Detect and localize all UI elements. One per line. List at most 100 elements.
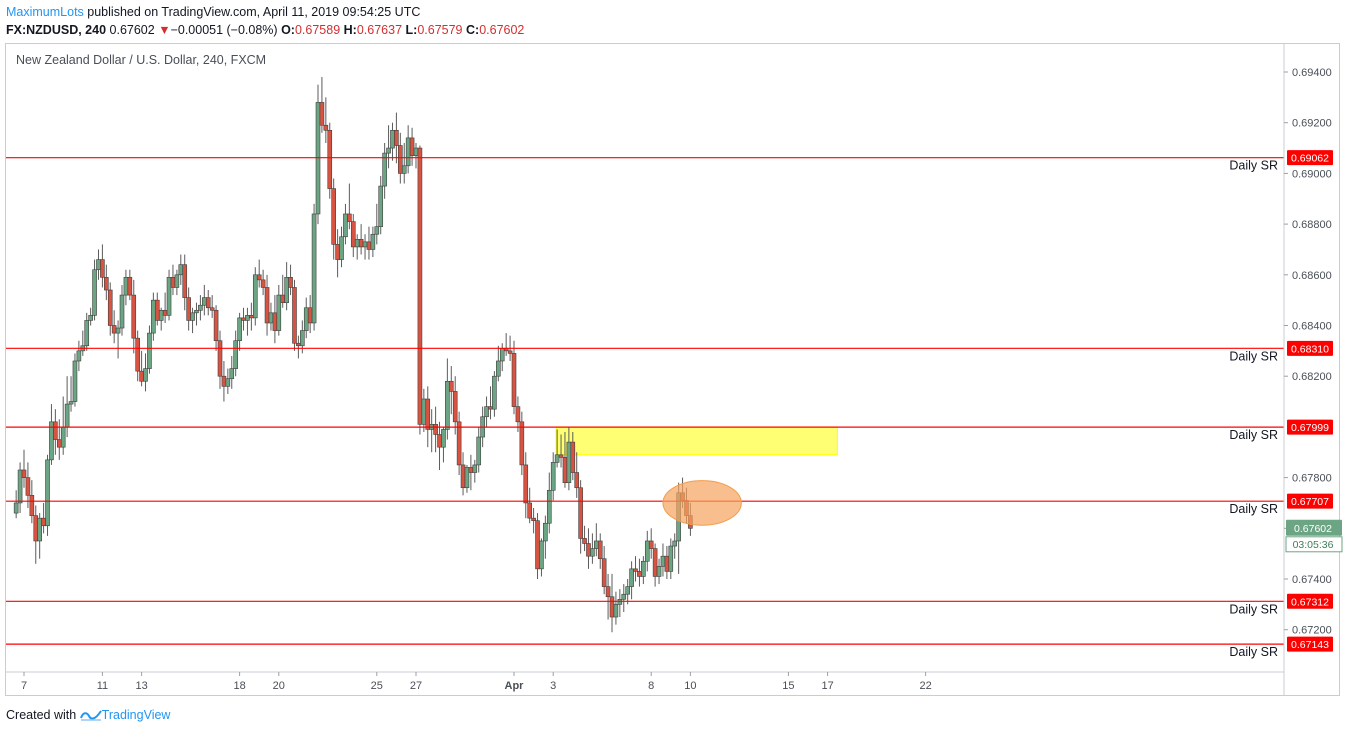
candle-body: [49, 421, 54, 461]
candle: [366, 226, 372, 260]
candle-body: [335, 244, 340, 260]
candle: [460, 452, 466, 496]
candle: [303, 297, 309, 339]
sr-price-tag: [1287, 593, 1333, 609]
candle: [488, 386, 493, 420]
candle-body: [378, 185, 384, 227]
candle-body: [296, 342, 301, 347]
candle-body: [464, 467, 470, 489]
candle-body: [394, 130, 399, 146]
candle: [539, 538, 544, 577]
candle: [378, 175, 384, 235]
candle-body: [174, 274, 180, 288]
candle: [574, 452, 580, 498]
candle-body: [413, 147, 419, 156]
candle-body: [288, 277, 293, 288]
candle-body: [268, 312, 274, 324]
candle: [53, 409, 58, 455]
candle: [625, 579, 630, 605]
candle-body: [366, 241, 372, 250]
daily-sr-label: Daily SR: [1229, 349, 1278, 363]
sr-price-tag-text: 0.67707: [1291, 496, 1329, 508]
candle-body: [331, 188, 336, 245]
candle-body: [386, 147, 391, 154]
candle-body: [135, 337, 140, 372]
candle-body: [629, 568, 634, 587]
candle: [174, 269, 180, 296]
candle: [358, 224, 364, 255]
candle-body: [515, 406, 521, 423]
candle-body: [115, 327, 121, 334]
candle-body: [119, 294, 125, 329]
candle: [143, 353, 148, 392]
candle: [111, 310, 117, 344]
candle: [25, 462, 31, 509]
candle-body: [29, 495, 35, 516]
candle-body: [21, 469, 27, 478]
candle: [527, 487, 532, 524]
candle-body: [217, 340, 223, 377]
price-tick-label: 0.67400: [1292, 574, 1332, 586]
tradingview-brand-link[interactable]: TradingView: [101, 708, 171, 722]
candle: [276, 284, 282, 336]
candle: [315, 84, 321, 225]
candle: [49, 404, 54, 465]
candle: [362, 234, 368, 260]
candle-body: [252, 274, 258, 319]
created-with-text: Created with: [6, 708, 77, 722]
publish-info: MaximumLots published on TradingView.com…: [6, 5, 420, 19]
candle: [76, 340, 82, 372]
candle: [205, 290, 211, 316]
sr-price-tag: [1287, 150, 1333, 166]
candle: [80, 330, 86, 356]
candle-body: [194, 309, 199, 314]
candle-body: [472, 464, 478, 473]
candle: [249, 302, 254, 331]
candle-body: [621, 593, 627, 600]
candle-body: [590, 548, 595, 557]
published-text: published on TradingView.com, April 11, …: [87, 5, 421, 19]
candle-body: [241, 317, 246, 321]
price-tick-label: 0.67200: [1292, 625, 1332, 637]
candle-body: [88, 315, 93, 321]
author-link[interactable]: MaximumLots: [6, 5, 84, 19]
candle-body: [601, 558, 607, 587]
candle-body: [562, 457, 568, 483]
candle-body: [104, 277, 109, 291]
candle-body: [205, 297, 211, 309]
resistance-zone-highlight[interactable]: [555, 426, 838, 456]
candle: [280, 274, 286, 308]
price-tick-label: 0.68800: [1292, 219, 1332, 231]
candle: [237, 312, 242, 351]
time-tick-label: 15: [782, 680, 794, 692]
candle: [394, 112, 399, 164]
candle: [307, 295, 313, 334]
candle: [401, 142, 407, 184]
candle: [641, 556, 646, 585]
ellipse-highlight[interactable]: [662, 480, 742, 526]
candle-body: [531, 517, 536, 521]
candle: [554, 429, 560, 468]
current-price-text: 0.67602: [1294, 523, 1332, 535]
candle-body: [566, 441, 572, 483]
candle-body: [554, 454, 560, 463]
sr-price-tag: [1287, 636, 1333, 652]
candle: [492, 371, 497, 417]
candle: [252, 267, 258, 326]
candle: [104, 264, 109, 301]
high-label: H:: [343, 23, 357, 37]
candle: [147, 325, 152, 374]
candle: [190, 307, 195, 334]
candle-body: [170, 277, 176, 288]
candle: [119, 284, 125, 336]
candle: [605, 573, 611, 620]
candle-body: [550, 462, 556, 491]
candle: [323, 97, 329, 143]
candle: [45, 454, 50, 536]
price-tick-label: 0.69000: [1292, 168, 1332, 180]
candle: [17, 462, 23, 514]
candle-body: [527, 502, 532, 519]
candle-body: [347, 213, 352, 222]
candle: [437, 421, 442, 470]
